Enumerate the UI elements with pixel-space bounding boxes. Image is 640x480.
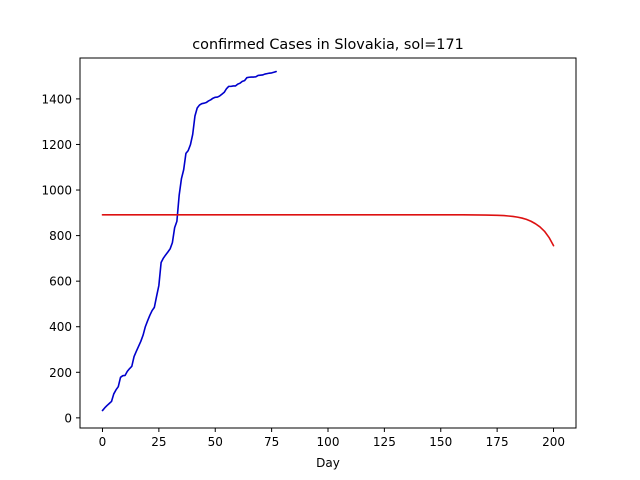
x-tick-label: 175: [486, 435, 509, 449]
y-tick-label: 1000: [41, 184, 72, 198]
x-tick-label: 100: [317, 435, 340, 449]
y-axis: 0 200 400 600 800 1000 1200 1400: [41, 92, 80, 425]
x-tick-label: 50: [208, 435, 223, 449]
x-tick-label: 25: [151, 435, 166, 449]
x-tick-label: 200: [542, 435, 565, 449]
chart-title: confirmed Cases in Slovakia, sol=171: [192, 37, 464, 53]
x-axis-label: Day: [316, 456, 340, 470]
x-tick-label: 125: [373, 435, 396, 449]
y-tick-label: 400: [49, 320, 72, 334]
y-tick-label: 600: [49, 275, 72, 289]
y-tick-label: 1200: [41, 138, 72, 152]
y-tick-label: 1400: [41, 92, 72, 106]
series-layer: [101, 70, 555, 412]
x-axis: 0 25 50 75 100 125 150 175 200: [99, 428, 565, 449]
x-tick-label: 75: [264, 435, 279, 449]
y-tick-label: 800: [49, 229, 72, 243]
x-tick-label: 0: [99, 435, 107, 449]
series-line-1: [101, 70, 277, 412]
y-tick-label: 200: [49, 366, 72, 380]
series-line-2: [101, 214, 555, 247]
x-tick-label: 150: [429, 435, 452, 449]
y-tick-label: 0: [64, 411, 72, 425]
